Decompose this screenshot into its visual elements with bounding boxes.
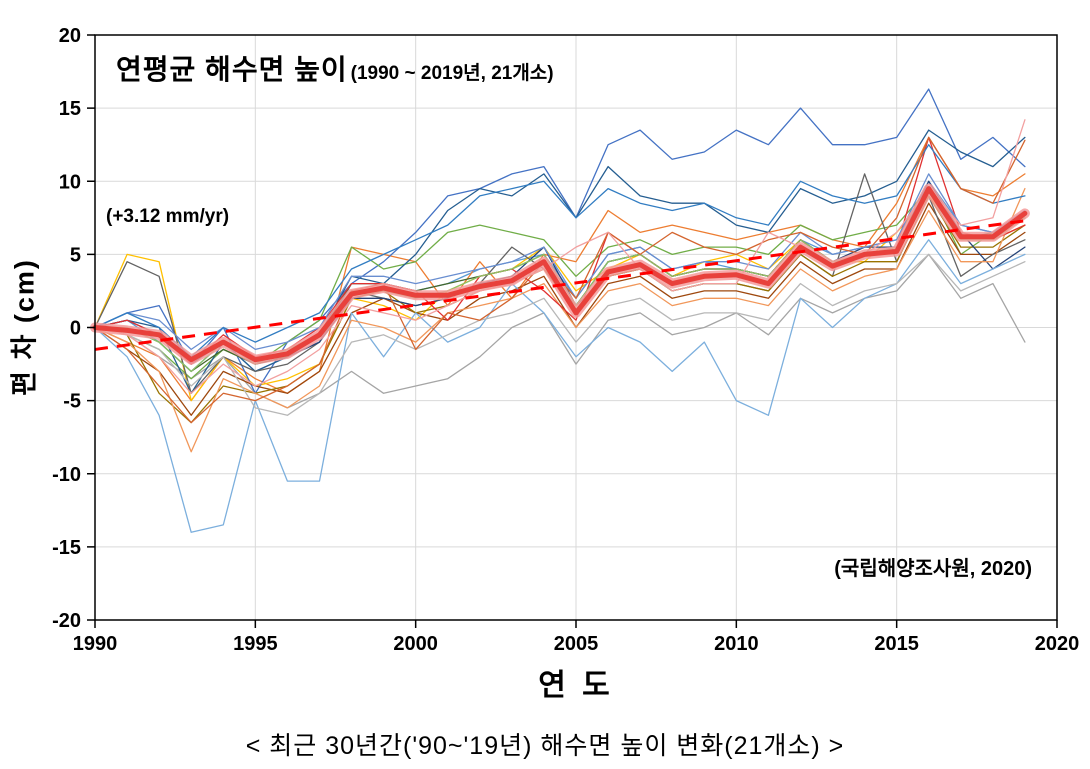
station-line-8	[94, 202, 1026, 416]
x-axis-label: 연 도	[538, 669, 614, 702]
station-line-17	[94, 173, 1026, 351]
chart-title-suffix: (1990 ~ 2019년, 21개소)	[350, 63, 554, 84]
y-tick-label: 5	[70, 244, 81, 266]
y-tick-label: -15	[52, 537, 81, 559]
x-tick-label: 1990	[73, 633, 118, 655]
y-tick-label: -20	[52, 610, 81, 632]
x-tick-label: 2015	[874, 633, 919, 655]
y-tick-label: 15	[59, 98, 81, 120]
y-tick-label: 0	[70, 318, 81, 340]
station-line-7	[94, 129, 1026, 394]
station-line-19	[94, 144, 1026, 358]
y-tick-label: 10	[59, 171, 81, 193]
trend-line	[94, 219, 1026, 351]
station-line-13	[94, 239, 1026, 533]
x-tick-label: 2005	[554, 633, 599, 655]
y-tick-label: -5	[63, 391, 81, 413]
chart-title-row: 연평균 해수면 높이 (1990 ~ 2019년, 21개소)	[116, 48, 554, 88]
x-tick-label: 2000	[393, 633, 438, 655]
mean-line	[92, 186, 1028, 363]
source-label: (국립해양조사원, 2020)	[834, 558, 1032, 580]
trend-rate-annotation: (+3.12 mm/yr)	[106, 206, 230, 227]
figure-caption: < 최근 30년간('90~'19년) 해수면 높이 변화(21개소) >	[245, 732, 845, 760]
station-line-3	[94, 253, 1026, 409]
x-tick-label: 2020	[1035, 633, 1080, 655]
x-tick-label: 1995	[233, 633, 278, 655]
x-tick-label: 2010	[714, 633, 759, 655]
chart-title: 연평균 해수면 높이	[116, 54, 348, 85]
y-axis-label: 편 차 (cm)	[9, 258, 40, 396]
y-tick-label: 20	[59, 25, 81, 47]
y-tick-label: -10	[52, 464, 81, 486]
